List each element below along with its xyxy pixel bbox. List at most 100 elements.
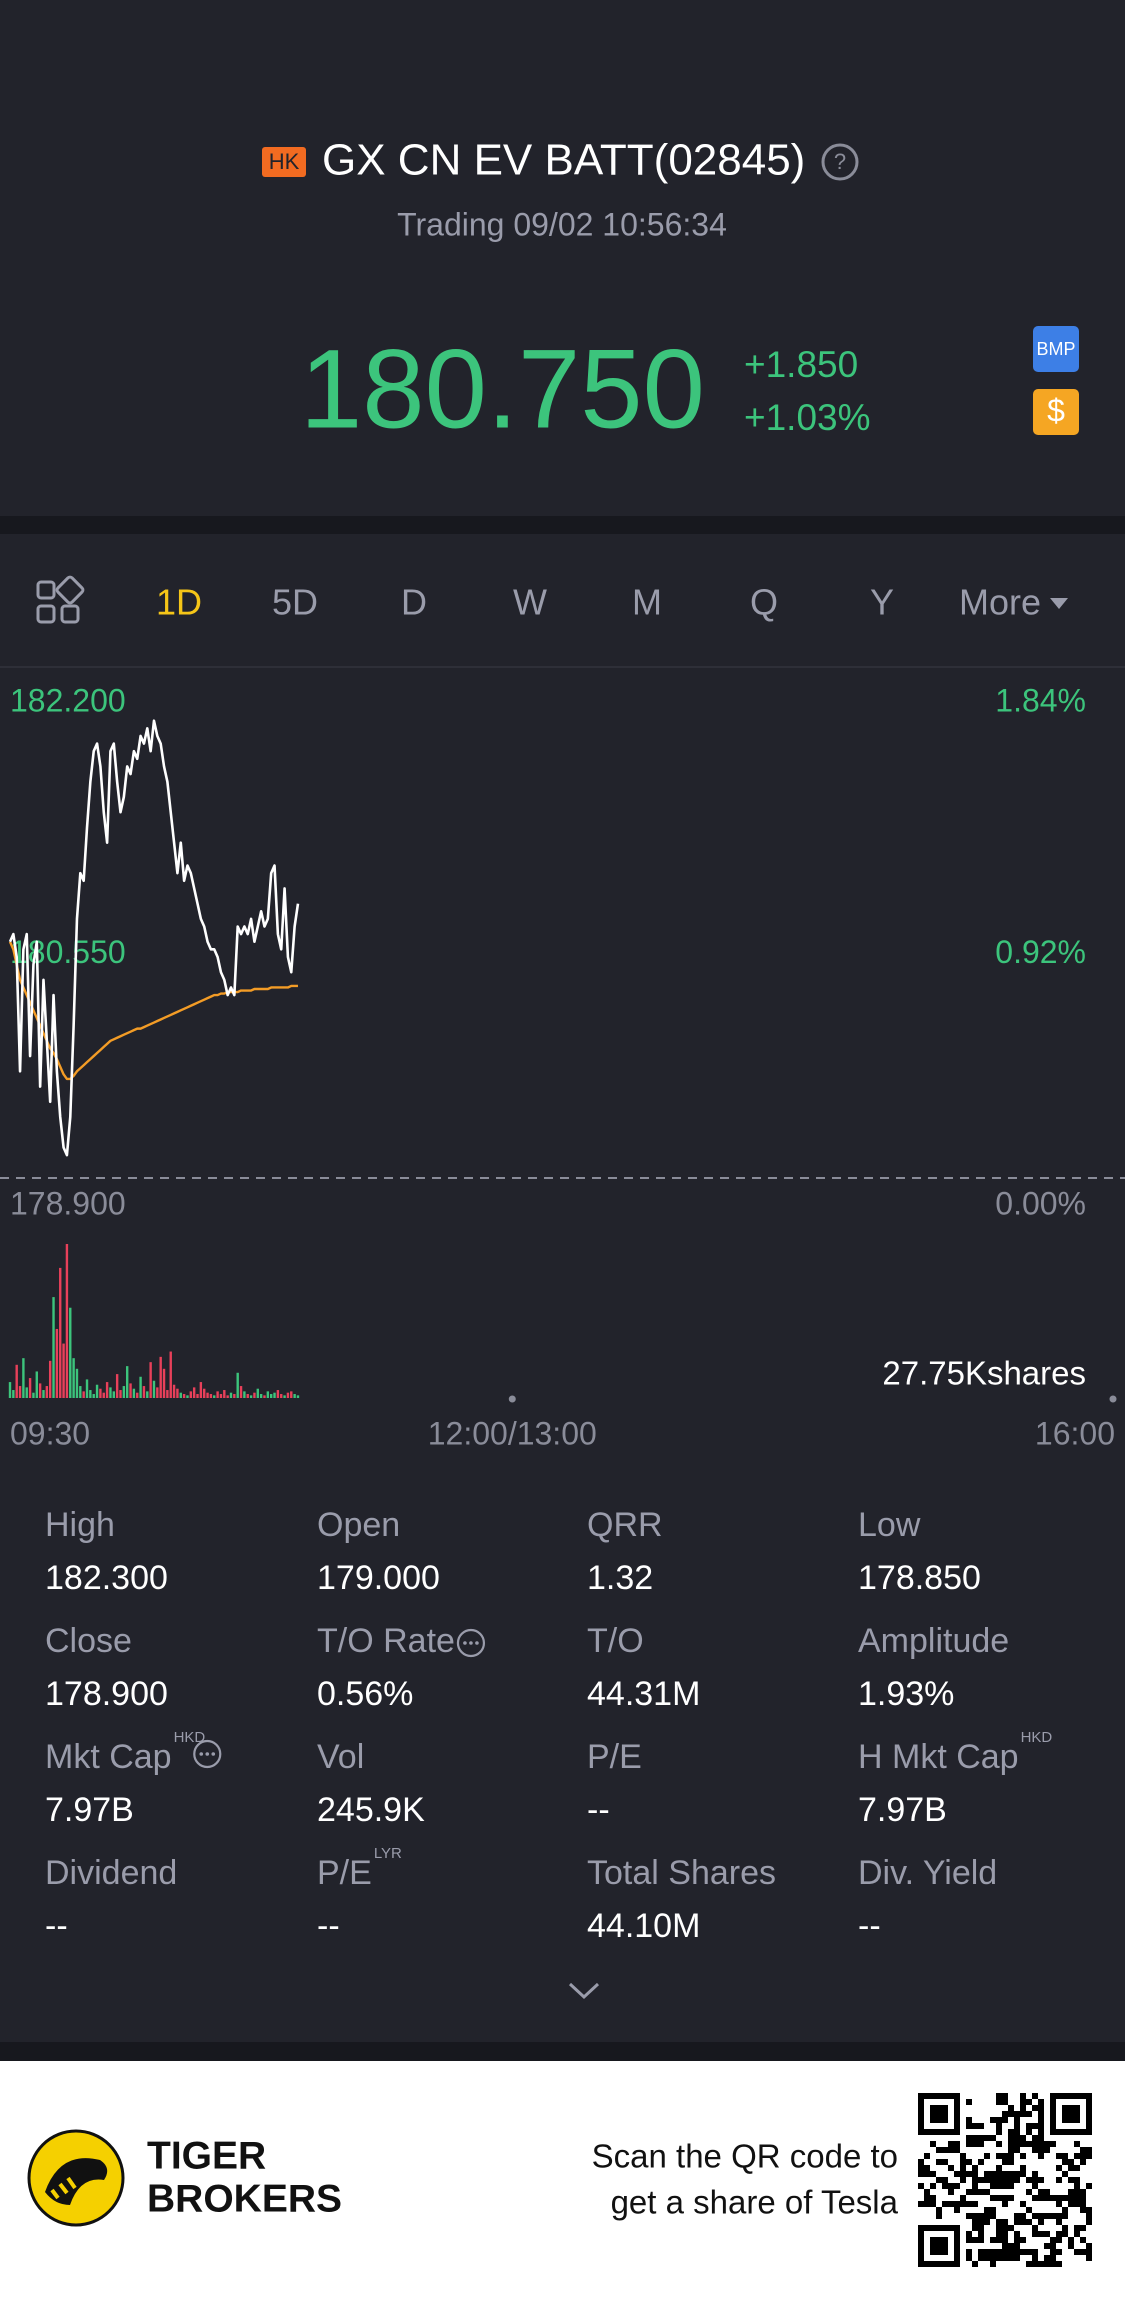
qr-module <box>978 2249 984 2255</box>
volume-bar <box>65 1244 69 1398</box>
qr-module <box>960 2177 966 2183</box>
qr-module <box>996 2129 1002 2135</box>
volume-bar <box>122 1386 126 1398</box>
stat-label: Div. Yield <box>858 1854 997 1892</box>
tiger-logo <box>27 2129 125 2227</box>
volume-bar <box>85 1379 89 1398</box>
qr-module <box>990 2171 996 2177</box>
qr-module <box>936 2159 942 2165</box>
stat-label: P/E <box>317 1854 372 1892</box>
qr-module <box>972 2237 978 2243</box>
stat-label: Dividend <box>45 1854 177 1892</box>
qr-module <box>1044 2261 1050 2267</box>
dollar-icon[interactable] <box>1033 389 1079 435</box>
qr-module <box>924 2201 930 2207</box>
qr-module <box>1032 2135 1038 2141</box>
qr-module <box>1056 2213 1062 2219</box>
qr-module <box>996 2225 1002 2231</box>
tab[interactable]: 1D <box>156 582 202 623</box>
qr-module <box>1026 2249 1032 2255</box>
qr-module <box>1026 2189 1032 2195</box>
bmp-icon[interactable] <box>1033 326 1079 372</box>
qr-module <box>1008 2129 1014 2135</box>
layout-icon[interactable] <box>36 575 85 624</box>
qr-module <box>948 2165 954 2171</box>
tab[interactable]: D <box>401 582 427 623</box>
tab[interactable]: Y <box>870 582 894 623</box>
qr-module <box>1068 2165 1074 2171</box>
volume-bar <box>115 1374 119 1398</box>
qr-module <box>1026 2099 1032 2105</box>
qr-module <box>960 2159 966 2165</box>
qr-module <box>1032 2171 1038 2177</box>
tab[interactable]: 5D <box>272 582 318 623</box>
qr-module <box>1032 2225 1038 2231</box>
qr-module <box>1026 2177 1032 2183</box>
qr-module <box>972 2177 978 2183</box>
qr-module <box>966 2123 972 2129</box>
y-tick-label: 182.200 <box>10 682 126 718</box>
stat-value: 44.31M <box>587 1675 700 1713</box>
trading-status: Trading 09/02 10:56:34 <box>397 206 727 242</box>
qr-module <box>1002 2231 1008 2237</box>
expand-chevron[interactable] <box>568 1982 600 2000</box>
tab[interactable]: More <box>959 582 1041 623</box>
qr-module <box>1050 2141 1056 2147</box>
qr-module <box>1062 2213 1068 2219</box>
tab[interactable]: W <box>513 582 547 623</box>
qr-module <box>972 2123 978 2129</box>
volume-bar <box>8 1382 12 1398</box>
qr-module <box>1026 2129 1032 2135</box>
qr-module <box>1014 2171 1020 2177</box>
info-dot <box>211 1752 216 1756</box>
qr-module <box>918 2201 924 2207</box>
qr-module <box>942 2177 948 2183</box>
qr-module <box>1014 2141 1020 2147</box>
qr-module <box>1086 2183 1092 2189</box>
qr-module <box>972 2261 978 2267</box>
stat-label: Total Shares <box>587 1854 776 1892</box>
qr-module <box>1020 2165 1026 2171</box>
volume-bar <box>129 1383 132 1398</box>
qr-module <box>1020 2105 1026 2111</box>
qr-module <box>972 2141 978 2147</box>
qr-module <box>936 2207 942 2213</box>
qr-module <box>942 2183 948 2189</box>
qr-module <box>984 2249 990 2255</box>
qr-module <box>966 2201 972 2207</box>
qr-module <box>1038 2099 1044 2105</box>
x-tick-label: 09:30 <box>10 1415 90 1451</box>
qr-module <box>924 2153 930 2159</box>
volume-bar <box>35 1371 38 1398</box>
qr-module <box>1038 2177 1044 2183</box>
qr-module <box>1014 2111 1020 2117</box>
qr-module <box>1014 2255 1020 2261</box>
help-icon[interactable]: ? <box>821 143 859 181</box>
qr-module <box>1008 2255 1014 2261</box>
tab[interactable]: M <box>632 582 662 623</box>
qr-module <box>1062 2171 1068 2177</box>
qr-module <box>1074 2195 1080 2201</box>
qr-module <box>1056 2249 1062 2255</box>
qr-module <box>1032 2105 1038 2111</box>
qr-module <box>1020 2099 1026 2105</box>
qr-module <box>960 2201 966 2207</box>
stat-value: 7.97B <box>858 1791 947 1829</box>
qr-module <box>1062 2153 1068 2159</box>
info-icon[interactable] <box>193 1739 222 1769</box>
qr-module <box>1074 2249 1080 2255</box>
qr-module <box>966 2099 972 2105</box>
info-icon[interactable] <box>456 1628 486 1658</box>
qr-module <box>1008 2249 1014 2255</box>
volume-bar <box>243 1391 246 1398</box>
qr-module <box>978 2231 984 2237</box>
qr-module <box>1002 2183 1008 2189</box>
volume-bar <box>209 1394 213 1398</box>
qr-module <box>1086 2219 1092 2225</box>
volume-bar <box>102 1392 105 1398</box>
volume-bar <box>59 1267 62 1398</box>
volume-bar <box>12 1390 15 1398</box>
qr-module <box>1026 2123 1032 2129</box>
volume-bar <box>263 1395 266 1398</box>
tab[interactable]: Q <box>750 582 778 623</box>
